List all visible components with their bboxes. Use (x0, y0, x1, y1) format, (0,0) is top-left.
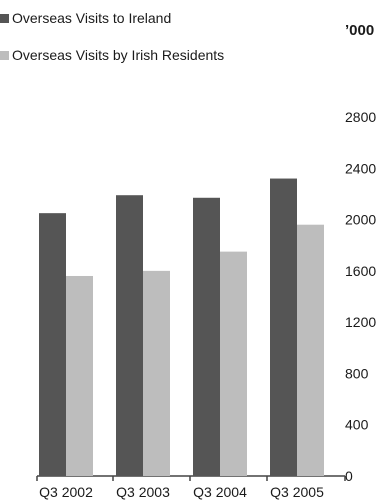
x-tick-label: Q3 2003 (116, 484, 170, 500)
x-tick-label: Q3 2005 (270, 484, 324, 500)
legend-label: Overseas Visits to Ireland (12, 10, 172, 26)
legend-swatch-dark (0, 13, 9, 23)
y-tick-label: 800 (345, 365, 369, 381)
x-tick-label: Q3 2002 (39, 484, 93, 500)
bar-visits-by-irish-residents-q3-2002 (66, 275, 93, 476)
y-tick-label: 2800 (345, 109, 376, 125)
y-tick-label: 0 (345, 468, 353, 484)
y-tick-label: 1600 (345, 263, 376, 279)
bar-visits-to-ireland-q3-2003 (116, 195, 143, 477)
legend-item-visits-by-irish-residents: Overseas Visits by Irish Residents (0, 47, 224, 63)
y-tick-label: 2000 (345, 212, 376, 228)
bar-visits-by-irish-residents-q3-2003 (143, 270, 170, 476)
bar-visits-to-ireland-q3-2002 (39, 213, 66, 477)
legend-item-overseas-visits-to-ireland: Overseas Visits to Ireland (0, 10, 171, 26)
bar-visits-by-irish-residents-q3-2004 (220, 251, 247, 476)
unit-label: ’000 (345, 22, 375, 39)
bar-visits-by-irish-residents-q3-2005 (297, 224, 324, 476)
y-tick-label: 1200 (345, 314, 376, 330)
y-tick-label: 2400 (345, 160, 376, 176)
legend-label: Overseas Visits by Irish Residents (12, 47, 225, 63)
bar-visits-to-ireland-q3-2004 (193, 197, 220, 476)
y-tick-label: 400 (345, 417, 369, 433)
bar-visits-to-ireland-q3-2005 (270, 178, 297, 477)
legend-swatch-light (0, 50, 9, 60)
x-tick-label: Q3 2004 (193, 484, 247, 500)
